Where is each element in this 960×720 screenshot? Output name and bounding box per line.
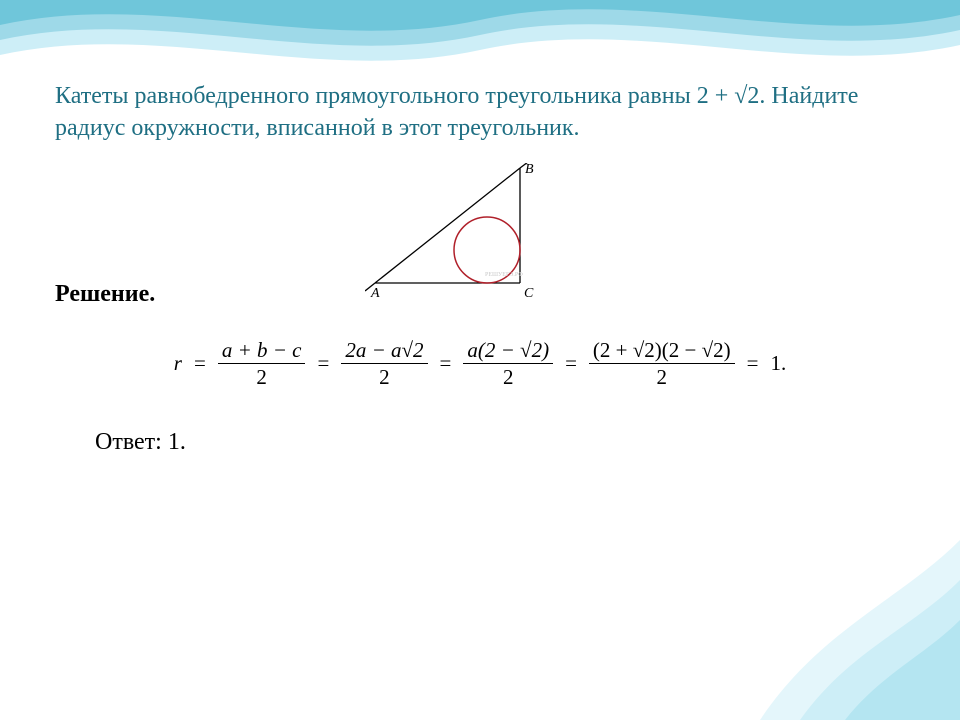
eq-frac-3: (2 + √2)(2 − √2) 2 — [589, 338, 735, 389]
eq-equals-0: = — [194, 351, 206, 376]
solution-equation: r = a + b − c 2 = 2a − a√2 2 = a(2 − √2)… — [55, 338, 905, 389]
vertex-b-label: B — [525, 163, 534, 177]
eq-frac-2: a(2 − √2) 2 — [463, 338, 553, 389]
eq-lhs: r — [174, 351, 182, 376]
eq-equals-1: = — [317, 351, 329, 376]
answer-line: Ответ: 1. — [95, 429, 905, 456]
vertex-c-label: C — [524, 286, 534, 301]
answer-label: Ответ: — [95, 429, 162, 455]
figure-row: Решение. A B C РЕШУЕГЭ.РФ — [55, 163, 905, 308]
slide-content: Катеты равнобедренного прямоугольного тр… — [0, 0, 960, 720]
eq-equals-4: = — [747, 351, 759, 376]
eq-frac-0: a + b − c 2 — [218, 338, 306, 389]
vertex-a-label: A — [370, 286, 380, 301]
watermark: РЕШУЕГЭ.РФ — [485, 272, 523, 278]
eq-equals-2: = — [440, 351, 452, 376]
eq-equals-3: = — [565, 351, 577, 376]
solution-label: Решение. — [55, 281, 155, 308]
eq-frac-1: 2a − a√2 2 — [341, 338, 427, 389]
problem-statement: Катеты равнобедренного прямоугольного тр… — [55, 80, 905, 145]
triangle-figure: A B C РЕШУЕГЭ.РФ — [365, 163, 555, 308]
eq-result: 1. — [770, 351, 786, 376]
answer-value: 1. — [168, 429, 186, 455]
